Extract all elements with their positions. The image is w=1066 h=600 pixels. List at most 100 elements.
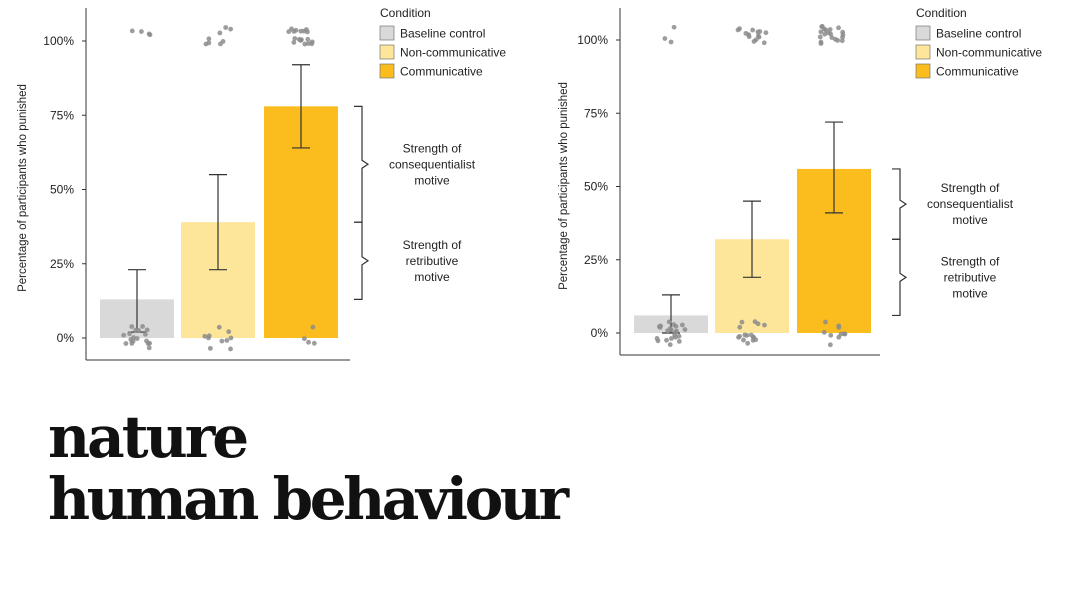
participant-dot <box>654 336 660 341</box>
y-tick-label: 50% <box>584 180 608 194</box>
annotation-1-line: consequentialist <box>927 197 1014 211</box>
legend-entry-1: Baseline control <box>400 27 485 41</box>
participant-dot <box>129 28 135 34</box>
charts-figure: 0% 25% 50% 75% 100% Percentage of participant… <box>17 6 1042 361</box>
participant-dot <box>206 36 212 42</box>
participant-dot <box>228 26 234 32</box>
participant-dot <box>219 338 225 344</box>
participant-dot <box>840 34 845 40</box>
y-tick-label: 0% <box>591 326 609 340</box>
participant-dot <box>134 336 140 341</box>
bracket-1 <box>354 105 370 223</box>
participant-dot <box>682 327 688 332</box>
participant-dot <box>207 345 213 351</box>
participant-dot <box>144 327 150 333</box>
participant-dot <box>743 30 749 36</box>
participant-dot <box>658 323 664 329</box>
participant-dot <box>140 324 145 329</box>
participant-dot <box>129 324 135 329</box>
participant-dot <box>828 332 834 338</box>
annotation-2-line: retributive <box>944 270 997 284</box>
participant-dot <box>216 324 222 330</box>
participant-dot <box>129 340 135 346</box>
legend-swatch-1 <box>915 25 931 41</box>
participant-dot <box>301 336 307 342</box>
participant-dot <box>292 36 298 41</box>
participant-dot <box>121 332 127 338</box>
participant-dot <box>839 38 845 44</box>
participant-dot <box>737 333 743 339</box>
participant-dot <box>823 319 828 325</box>
legend-swatch-3 <box>915 63 931 79</box>
chart-1: 0% 25% 50% 75% 100% Percentage of participant… <box>17 6 506 361</box>
participant-dot <box>305 36 311 42</box>
participant-dot <box>668 39 674 45</box>
participant-dot <box>206 333 212 339</box>
participant-dot <box>146 345 152 351</box>
participant-dot <box>739 319 745 325</box>
legend-entry-3: Communicative <box>400 65 483 79</box>
participant-dot <box>737 324 743 330</box>
participant-dot <box>228 335 234 341</box>
participant-dot <box>298 38 304 43</box>
bracket-1 <box>892 168 908 240</box>
participant-dot <box>674 328 679 334</box>
participant-dot <box>741 337 746 343</box>
participant-dot <box>817 34 823 40</box>
bracket-2 <box>892 238 908 317</box>
participant-dot <box>750 27 756 33</box>
participant-dot <box>304 27 309 32</box>
participant-dot <box>821 329 827 335</box>
participant-dot <box>136 327 141 333</box>
participant-dot <box>679 322 685 328</box>
participant-dot <box>818 41 824 46</box>
participant-dot <box>223 25 229 30</box>
participant-dot <box>673 323 679 329</box>
participant-dot <box>224 337 230 343</box>
participant-dot <box>667 342 673 348</box>
participant-dot <box>836 25 841 31</box>
participant-dot <box>291 40 297 45</box>
participant-dot <box>662 36 668 41</box>
participant-dot <box>671 24 677 30</box>
annotation-1-line: consequentialist <box>389 157 476 171</box>
participant-dot <box>822 31 828 37</box>
participant-dot <box>755 321 761 327</box>
participant-dot <box>841 331 847 337</box>
annotation-1-line: Strength of <box>941 181 1000 195</box>
annotation-1-line: Strength of <box>403 141 462 155</box>
participant-dot <box>666 319 672 325</box>
annotation-2-line: Strength of <box>941 254 1000 268</box>
participant-dot <box>753 337 759 343</box>
bracket-2 <box>354 221 370 300</box>
participant-dot <box>147 32 153 38</box>
participant-dot <box>128 337 134 342</box>
y-tick-label: 25% <box>50 257 74 271</box>
participant-dot <box>664 337 669 343</box>
participant-dot <box>127 331 132 337</box>
y-tick-label: 0% <box>57 331 75 345</box>
participant-dot <box>228 346 233 352</box>
annotation-1-line: motive <box>952 213 988 227</box>
journal-logo-line2: human behaviour <box>48 465 569 533</box>
y-tick-label: 75% <box>50 108 74 122</box>
legend-entry-2: Non-communicative <box>936 46 1042 60</box>
participant-dot <box>756 34 762 40</box>
legend-swatch-2 <box>379 44 395 60</box>
y-tick-label: 100% <box>43 34 74 48</box>
participant-dot <box>305 41 311 46</box>
participant-dot <box>676 333 682 339</box>
chart-2: 0% 25% 50% 75% 100% Percentage of participant… <box>558 6 1042 356</box>
participant-dot <box>291 29 297 34</box>
y-tick-label: 25% <box>584 253 608 267</box>
journal-logo-line1: nature <box>48 403 249 471</box>
y-axis-label: Percentage of participants who punished <box>558 82 570 290</box>
participant-dot <box>143 331 148 337</box>
participant-dot <box>123 341 129 346</box>
participant-dot <box>828 31 834 37</box>
participant-dot <box>218 41 223 47</box>
annotation-2-line: motive <box>952 286 988 300</box>
participant-dot <box>676 338 682 344</box>
participant-dot <box>836 334 842 340</box>
legend-entry-1: Baseline control <box>936 27 1021 41</box>
